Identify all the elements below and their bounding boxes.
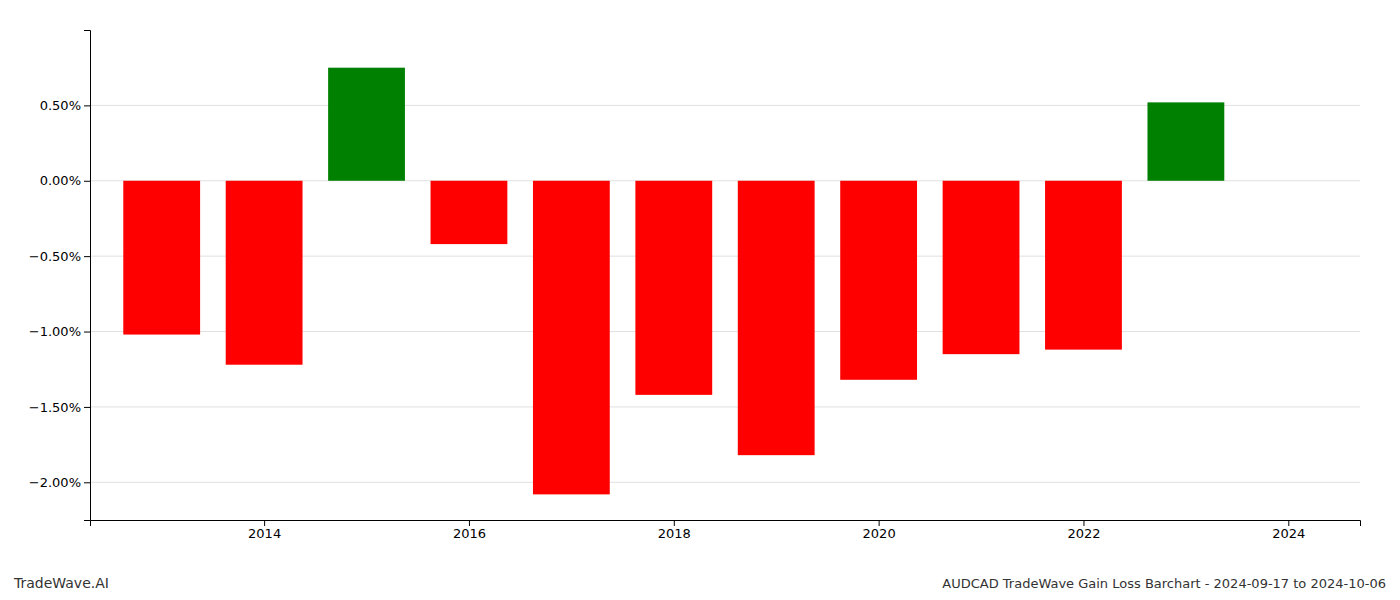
grid-line [90, 406, 1360, 407]
y-tick: −0.50% [29, 249, 90, 264]
y-tick-label: −0.50% [29, 249, 81, 264]
y-tick-mark [84, 482, 90, 483]
y-axis: −2.00% −1.50% −1.00% −0.50% 0.00% 0.50% [29, 31, 91, 521]
y-tick: −1.50% [29, 400, 90, 415]
x-tick-mark [1288, 520, 1289, 526]
y-tick-label: −1.00% [29, 324, 81, 339]
bar [943, 181, 1020, 354]
x-tick-label: 2018 [658, 526, 691, 541]
x-tick: 2016 [453, 520, 486, 541]
bar [738, 181, 815, 455]
grid-line [90, 482, 1360, 483]
y-tick: −1.00% [29, 324, 90, 339]
x-tick: 2020 [863, 520, 896, 541]
y-tick: −2.00% [29, 475, 90, 490]
x-tick-mark [264, 520, 265, 526]
x-tick: 2014 [248, 520, 281, 541]
bar [840, 181, 917, 380]
x-tick-label: 2020 [863, 526, 896, 541]
y-tick-label: 0.00% [40, 173, 81, 188]
plot-area [123, 68, 1224, 495]
y-tick-label: −2.00% [29, 475, 81, 490]
x-tick: 2022 [1067, 520, 1100, 541]
y-tick-mark [84, 407, 90, 408]
y-tick-mark [84, 256, 90, 257]
footer: TradeWave.AI AUDCAD TradeWave Gain Loss B… [13, 575, 1386, 591]
y-tick-label: 0.50% [40, 98, 81, 113]
chart: −2.00%−1.50%−1.00%−0.50%0.00%0.50%201420… [0, 0, 1400, 600]
y-tick-mark [84, 181, 90, 182]
x-tick-mark [1083, 520, 1084, 526]
bar [328, 68, 405, 181]
x-tick: 2018 [658, 520, 691, 541]
bar [1147, 102, 1224, 180]
bar [226, 181, 303, 365]
x-tick-label: 2024 [1272, 526, 1305, 541]
y-tick-mark [84, 105, 90, 106]
x-axis-line [91, 521, 1361, 527]
y-tick-mark [84, 332, 90, 333]
x-tick-label: 2014 [248, 526, 281, 541]
x-tick-mark [674, 520, 675, 526]
footer-right: AUDCAD TradeWave Gain Loss Barchart - 20… [942, 576, 1386, 591]
y-axis-line [84, 31, 91, 521]
x-tick-label: 2022 [1067, 526, 1100, 541]
bar [1045, 181, 1122, 350]
x-axis: 2014 2016 2018 2020 2022 2024 [91, 520, 1361, 541]
bar [635, 181, 712, 395]
x-tick-mark [879, 520, 880, 526]
x-tick-label: 2016 [453, 526, 486, 541]
x-tick-mark [469, 520, 470, 526]
y-tick: 0.00% [40, 173, 90, 188]
bar [431, 181, 508, 244]
footer-left: TradeWave.AI [13, 575, 109, 591]
y-tick-label: −1.50% [29, 400, 81, 415]
bar [533, 181, 610, 495]
x-tick: 2024 [1272, 520, 1305, 541]
bar [123, 181, 200, 335]
y-tick: 0.50% [40, 98, 90, 113]
